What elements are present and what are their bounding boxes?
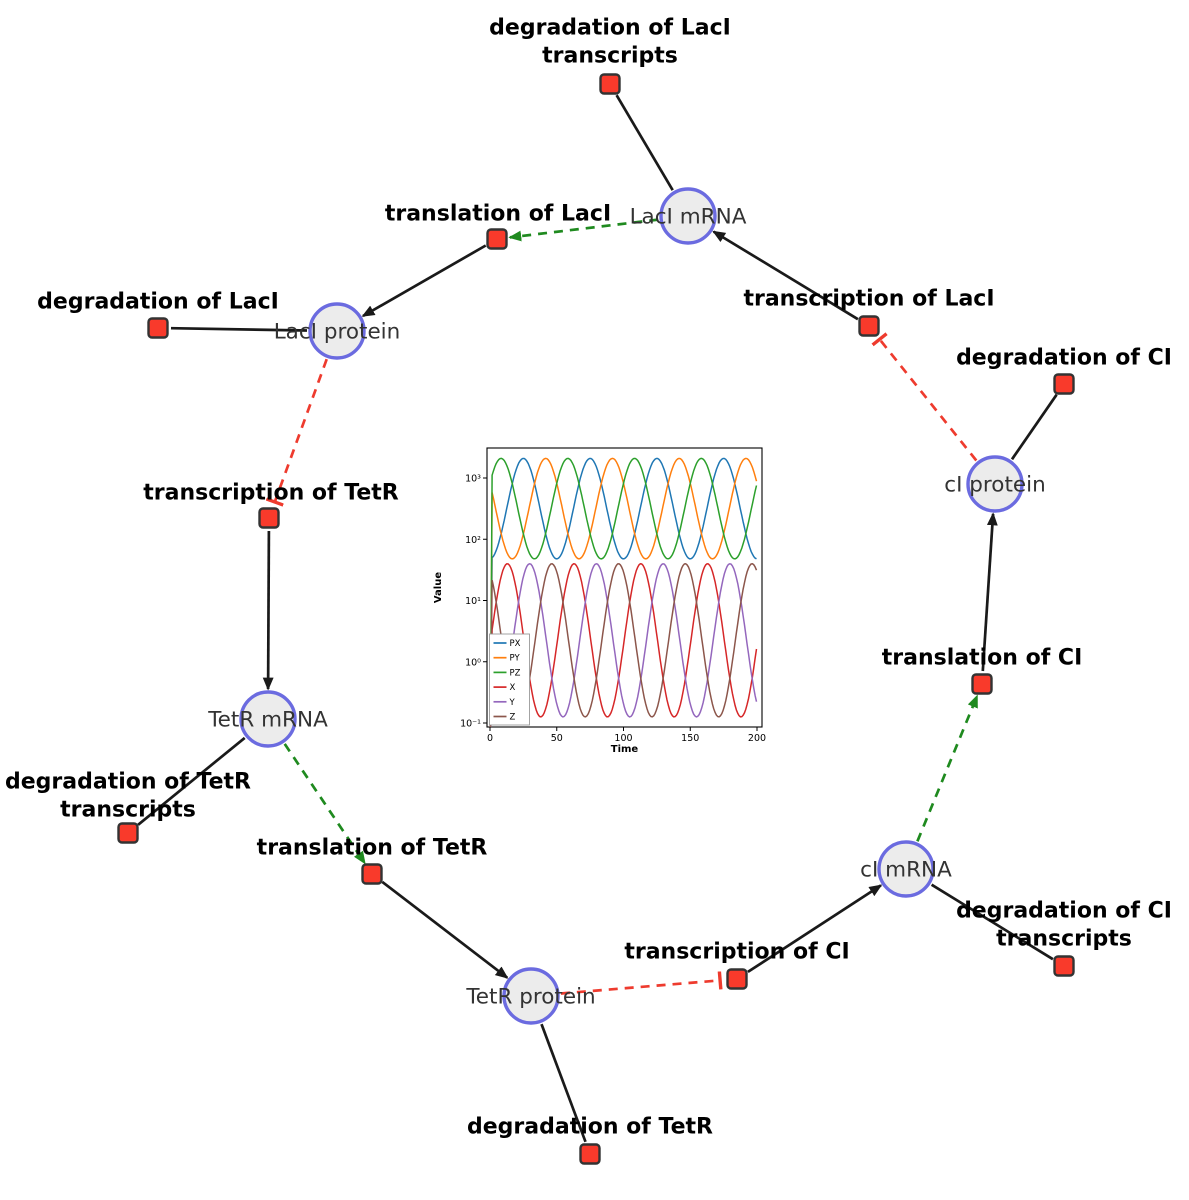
reaction-label-translation-of-laci: translation of LacI bbox=[385, 202, 611, 227]
chart-y-tick-label-0: 10⁻¹ bbox=[460, 719, 481, 730]
chart-xlabel: Time bbox=[611, 744, 639, 755]
edge-product-translation-of-ci--ci-protein bbox=[981, 512, 998, 672]
chart-y-tick-label-2: 10¹ bbox=[465, 596, 481, 607]
edge-product-translation-of-tetr--tetr-protein bbox=[381, 880, 509, 979]
edge-product-translation-of-laci--laci-protein bbox=[361, 244, 487, 318]
chart-y-tick-label-3: 10² bbox=[465, 535, 481, 546]
edge-inhibition-tetr-protein--transcription-of-ci bbox=[560, 971, 723, 995]
nodes-layer bbox=[117, 73, 1075, 1165]
reaction-node-translation-of-ci bbox=[971, 673, 993, 695]
species-label-ci-protein: cI protein bbox=[944, 473, 1045, 498]
reaction-label-translation-of-tetr: translation of TetR bbox=[257, 836, 488, 861]
species-node-laci-protein bbox=[308, 302, 366, 360]
chart-y-tick-label-4: 10³ bbox=[465, 474, 481, 485]
chart-x-tick-label-0: 0 bbox=[487, 733, 493, 744]
edge-reactant-laci-mrna--degradation-of-laci-transcripts bbox=[615, 94, 674, 191]
chart-curves bbox=[489, 457, 758, 727]
edge-product-transcription-of-ci--ci-mrna bbox=[747, 884, 883, 974]
reaction-label-transcription-of-laci: transcription of LacI bbox=[743, 287, 994, 312]
reaction-label-transcription-of-ci: transcription of CI bbox=[624, 940, 849, 965]
chart-x-tick-label-4: 200 bbox=[748, 733, 766, 744]
edge-reactant-ci-mrna--degradation-of-ci-transcripts bbox=[930, 883, 1054, 961]
edge-product-transcription-of-tetr--tetr-mrna bbox=[262, 530, 274, 691]
reaction-label-degradation-of-laci: degradation of LacI bbox=[37, 290, 279, 315]
edge-inhibition-ci-protein--transcription-of-laci bbox=[871, 332, 978, 462]
species-label-tetr-protein: TetR protein bbox=[465, 985, 595, 1010]
chart-y-tick-label-1: 10⁰ bbox=[465, 657, 481, 668]
species-node-ci-protein bbox=[966, 455, 1024, 513]
reaction-node-transcription-of-laci bbox=[858, 315, 880, 337]
edge-modifier-ci-mrna--translation-of-ci bbox=[916, 694, 979, 842]
species-node-tetr-protein bbox=[502, 967, 560, 1025]
legend-label-PZ: PZ bbox=[510, 668, 521, 678]
reaction-label-transcription-of-tetr: transcription of TetR bbox=[143, 481, 399, 506]
species-node-ci-mrna bbox=[877, 840, 935, 898]
legend-label-PX: PX bbox=[510, 639, 521, 649]
reaction-label-translation-of-ci: translation of CI bbox=[882, 646, 1083, 671]
species-node-laci-mrna bbox=[659, 187, 717, 245]
chart-series-X bbox=[489, 563, 758, 727]
species-node-tetr-mrna bbox=[239, 690, 297, 748]
legend-label-Y: Y bbox=[509, 698, 516, 708]
reaction-label-degradation-of-ci-transcripts-line2: transcripts bbox=[996, 927, 1132, 952]
species-label-laci-mrna: LacI mRNA bbox=[630, 205, 747, 230]
reaction-label-degradation-of-tetr: degradation of TetR bbox=[467, 1115, 713, 1140]
legend-label-Z: Z bbox=[510, 713, 516, 723]
reaction-node-transcription-of-ci bbox=[726, 968, 748, 990]
labels-layer: LacI mRNA LacI protein cI protein TetR mRNA… bbox=[5, 16, 1172, 1140]
reaction-node-degradation-of-ci-transcripts bbox=[1053, 955, 1075, 977]
reaction-label-degradation-of-ci: degradation of CI bbox=[956, 346, 1172, 371]
reaction-label-degradation-of-ci-transcripts-line1: degradation of CI bbox=[956, 899, 1172, 924]
edge-product-transcription-of-laci--laci-mrna bbox=[712, 230, 859, 321]
reaction-label-degradation-of-tetr-transcripts-line1: degradation of TetR bbox=[5, 770, 251, 795]
legend-label-X: X bbox=[510, 683, 516, 693]
edge-modifier-laci-mrna--translation-of-laci bbox=[508, 218, 659, 242]
species-label-tetr-mrna: TetR mRNA bbox=[207, 708, 328, 733]
chart-legend: PX PY PZ XYZ bbox=[489, 633, 530, 726]
reaction-node-degradation-of-tetr bbox=[579, 1143, 601, 1165]
reaction-label-degradation-of-laci-transcripts-line2: transcripts bbox=[542, 44, 678, 69]
edge-reactant-laci-protein--degradation-of-laci bbox=[170, 326, 308, 332]
reaction-node-degradation-of-ci bbox=[1053, 373, 1075, 395]
chart-series-Y bbox=[489, 562, 758, 727]
chart-x-tick-label-3: 150 bbox=[681, 733, 699, 744]
chart-x-tick-label-2: 100 bbox=[614, 733, 632, 744]
species-label-laci-protein: LacI protein bbox=[274, 320, 401, 345]
reaction-node-degradation-of-laci-transcripts bbox=[599, 73, 621, 95]
reaction-node-transcription-of-tetr bbox=[258, 507, 280, 529]
reaction-label-degradation-of-tetr-transcripts-line2: transcripts bbox=[60, 798, 196, 823]
reaction-node-translation-of-tetr bbox=[361, 863, 383, 885]
species-label-ci-mrna: cI mRNA bbox=[860, 858, 952, 883]
chart-series-Z bbox=[489, 563, 758, 727]
edge-modifier-tetr-mrna--translation-of-tetr bbox=[283, 743, 366, 865]
chart-ylabel: Value bbox=[433, 572, 444, 603]
edges-layer bbox=[137, 94, 1058, 1143]
inset-chart: 0 50 100 150 20010⁻¹10⁰10¹10²10³TimeValuePXP… bbox=[433, 447, 766, 755]
edge-reactant-ci-protein--degradation-of-ci bbox=[1010, 393, 1058, 461]
legend-label-PY: PY bbox=[510, 654, 521, 664]
chart-legend-box bbox=[489, 633, 530, 726]
reaction-node-degradation-of-laci bbox=[147, 317, 169, 339]
reaction-node-degradation-of-tetr-transcripts bbox=[117, 822, 139, 844]
edge-reactant-tetr-mrna--degradation-of-tetr-transcripts bbox=[137, 736, 246, 826]
edge-reactant-tetr-protein--degradation-of-tetr bbox=[540, 1023, 587, 1143]
chart-series-PZ bbox=[489, 457, 758, 727]
chart-x-tick-label-1: 50 bbox=[551, 733, 563, 744]
reaction-label-degradation-of-laci-transcripts-line1: degradation of LacI bbox=[489, 16, 731, 41]
reaction-node-translation-of-laci bbox=[486, 228, 508, 250]
